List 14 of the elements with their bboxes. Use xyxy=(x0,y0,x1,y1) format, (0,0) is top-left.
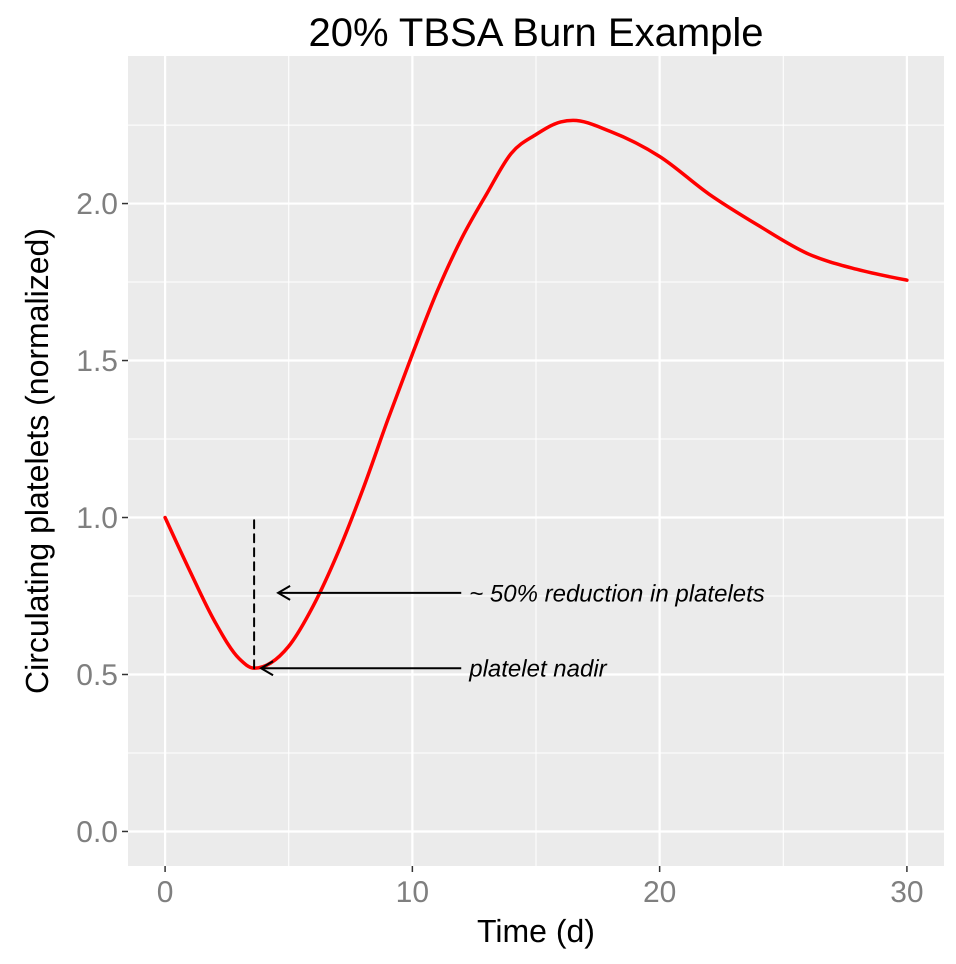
x-tick-label: 30 xyxy=(890,876,924,909)
x-axis-title: Time (d) xyxy=(477,913,595,949)
annotation: ~ 50% reduction in platelets xyxy=(469,580,765,608)
x-tick-label: 10 xyxy=(396,876,430,909)
y-tick-label: 2.0 xyxy=(76,188,118,222)
y-axis-title: Circulating platelets (normalized) xyxy=(19,228,55,694)
x-tick-label: 0 xyxy=(156,876,174,909)
y-tick-label: 0.0 xyxy=(76,816,118,849)
y-tick-label: 1.5 xyxy=(76,345,118,378)
chart-title: 20% TBSA Burn Example xyxy=(308,11,764,55)
x-tick-label: 20 xyxy=(642,876,676,909)
y-tick-label: 1.0 xyxy=(76,502,118,536)
annotation: platelet nadir xyxy=(468,656,608,683)
y-tick-label: 0.5 xyxy=(76,658,118,692)
